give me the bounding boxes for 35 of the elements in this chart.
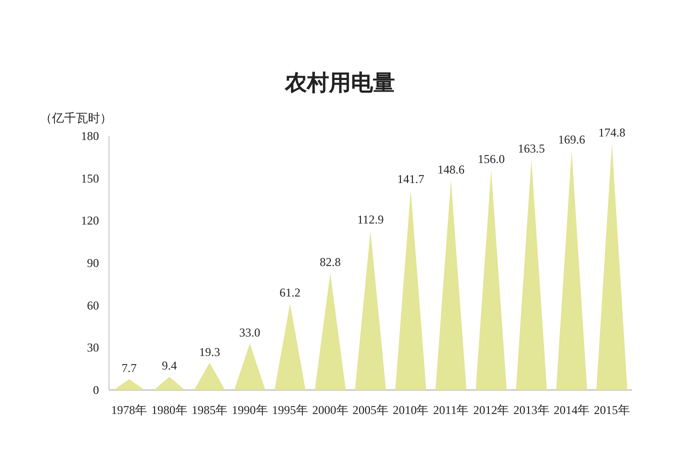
data-label: 19.3 [199,344,220,359]
y-tick-label: 120 [81,214,99,228]
y-tick-label: 30 [87,340,99,355]
data-label: 7.7 [122,361,137,376]
x-tick-label: 2012年 [473,403,510,417]
x-tick-label: 1990年 [232,403,268,417]
x-tick-label: 2011年 [433,403,469,417]
x-tick-label: 1985年 [192,403,228,417]
y-tick-label: 90 [87,256,99,270]
data-label: 156.0 [478,152,505,166]
data-label: 33.0 [239,325,260,340]
x-tick-label: 2015年 [594,403,630,417]
data-label: 82.8 [320,255,341,270]
x-tick-label: 1978年 [111,403,148,417]
x-tick-label: 2013年 [513,403,550,417]
y-axis-title: （亿千瓦时） [40,111,112,125]
y-tick-label: 0 [93,383,99,397]
y-tick-label: 180 [81,129,99,143]
y-tick-label: 60 [87,298,99,312]
x-tick-label: 1980年 [151,403,188,417]
x-tick-label: 2005年 [352,403,388,417]
data-label: 112.9 [357,212,384,227]
data-label: 9.4 [162,358,177,373]
y-tick-label: 150 [81,171,99,186]
data-label: 61.2 [280,286,301,300]
x-tick-label: 1995年 [272,403,308,417]
data-label: 148.6 [437,162,464,176]
x-tick-label: 2014年 [554,403,590,417]
data-label: 141.7 [397,172,424,186]
x-tick-label: 2010年 [392,403,429,417]
data-label: 169.6 [558,132,586,147]
data-label: 163.5 [518,141,545,156]
x-tick-label: 2000年 [312,403,348,417]
chart-title: 农村用电量 [284,70,395,95]
data-label: 174.8 [598,125,626,140]
